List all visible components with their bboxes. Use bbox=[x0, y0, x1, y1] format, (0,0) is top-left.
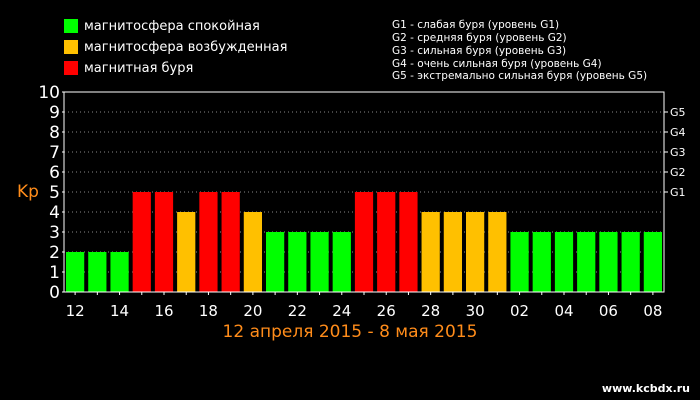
kp-bar-12 bbox=[66, 252, 85, 292]
y-tick-label: 8 bbox=[49, 123, 60, 143]
kp-bar-08 bbox=[643, 232, 662, 292]
x-tick-label: 14 bbox=[110, 302, 129, 320]
x-tick-label: 06 bbox=[599, 302, 618, 320]
kp-bar-28 bbox=[421, 212, 440, 292]
x-tick-label: 12 bbox=[66, 302, 85, 320]
legend-item-quiet: магнитосфера спокойная bbox=[64, 17, 260, 35]
y-tick-label: 5 bbox=[49, 183, 60, 203]
kp-bar-07 bbox=[621, 232, 640, 292]
x-tick-label: 28 bbox=[421, 302, 440, 320]
kp-bar-21 bbox=[266, 232, 285, 292]
kp-bar-22 bbox=[288, 232, 307, 292]
y-axis-label: Kp bbox=[17, 182, 39, 202]
kp-bar-04 bbox=[554, 232, 574, 292]
y-tick-label: 3 bbox=[49, 223, 60, 243]
y-tick-label: 9 bbox=[49, 103, 60, 123]
kp-bar-20 bbox=[243, 212, 262, 292]
kp-bar-16 bbox=[154, 192, 174, 292]
kp-bar-13 bbox=[88, 252, 107, 292]
x-tick-label: 30 bbox=[466, 302, 485, 320]
watermark: www.kcbdx.ru bbox=[601, 382, 690, 395]
x-tick-label: 20 bbox=[243, 302, 262, 320]
storm-legend-g2: G2 - средняя буря (уровень G2) bbox=[392, 32, 567, 44]
x-tick-label: 02 bbox=[510, 302, 529, 320]
x-tick-label: 04 bbox=[554, 302, 573, 320]
legend-item-storm: магнитная буря bbox=[64, 59, 193, 77]
x-tick-label: 26 bbox=[377, 302, 396, 320]
y-tick-label: 4 bbox=[49, 203, 60, 223]
g-tick-label-g3: G3 bbox=[670, 146, 686, 159]
y-tick-label: 1 bbox=[49, 263, 60, 283]
kp-bar-27 bbox=[399, 192, 418, 292]
legend-label-storm: магнитная буря bbox=[84, 60, 194, 76]
kp-bar-02 bbox=[510, 232, 529, 292]
storm-legend-g5: G5 - экстремально сильная буря (уровень … bbox=[392, 70, 648, 82]
legend-swatch-active bbox=[64, 40, 78, 54]
x-tick-label: 22 bbox=[288, 302, 307, 320]
x-tick-labels: 12 14 16 18 20 22 24 26 28 30 02 04 06 08 bbox=[66, 292, 662, 320]
kp-bar-06 bbox=[599, 232, 618, 292]
bars bbox=[66, 192, 662, 292]
kp-bar-14 bbox=[110, 252, 129, 292]
chart-subtitle: 12 апреля 2015 - 8 мая 2015 bbox=[222, 322, 478, 342]
legend-swatch-storm bbox=[64, 61, 78, 75]
legend-swatch-quiet bbox=[64, 19, 78, 33]
x-tick-label: 24 bbox=[332, 302, 351, 320]
storm-legend-g3: G3 - сильная буря (уровень G3) bbox=[392, 45, 567, 57]
g-tick-label-g2: G2 bbox=[670, 166, 686, 179]
kp-bar-05 bbox=[577, 232, 596, 292]
kp-bar-15 bbox=[132, 192, 151, 292]
storm-legend-g4: G4 - очень сильная буря (уровень G4) bbox=[392, 58, 602, 70]
kp-bar-19 bbox=[221, 192, 240, 292]
kp-bar-26 bbox=[377, 192, 396, 292]
g-tick-label-g1: G1 bbox=[670, 186, 686, 199]
g-level-tick-labels: G1 G2 G3 G4 G5 bbox=[664, 106, 686, 199]
kp-bar-18 bbox=[199, 192, 218, 292]
g-tick-label-g5: G5 bbox=[670, 106, 686, 119]
y-tick-label: 10 bbox=[38, 83, 60, 103]
legend-label-quiet: магнитосфера спокойная bbox=[84, 18, 260, 34]
kp-bar-24 bbox=[332, 232, 351, 292]
kp-bar-03 bbox=[532, 232, 551, 292]
g-tick-label-g4: G4 bbox=[670, 126, 686, 139]
storm-legend-g1: G1 - слабая буря (уровень G1) bbox=[392, 19, 560, 31]
kp-bar-17 bbox=[177, 212, 196, 292]
x-tick-label: 16 bbox=[154, 302, 173, 320]
x-tick-label: 18 bbox=[199, 302, 218, 320]
y-tick-label: 2 bbox=[49, 243, 60, 263]
x-tick-label: 08 bbox=[643, 302, 662, 320]
kp-bar-23 bbox=[310, 232, 329, 292]
kp-bar-29 bbox=[443, 212, 462, 292]
kp-bar-30 bbox=[466, 212, 485, 292]
kp-bar-25 bbox=[354, 192, 374, 292]
legend-item-active: магнитосфера возбужденная bbox=[64, 38, 287, 56]
kp-bar-01 bbox=[488, 212, 507, 292]
legend-label-active: магнитосфера возбужденная bbox=[84, 39, 288, 55]
y-tick-label: 6 bbox=[49, 163, 60, 183]
y-tick-label: 7 bbox=[49, 143, 60, 163]
y-tick-label: 0 bbox=[49, 283, 60, 303]
